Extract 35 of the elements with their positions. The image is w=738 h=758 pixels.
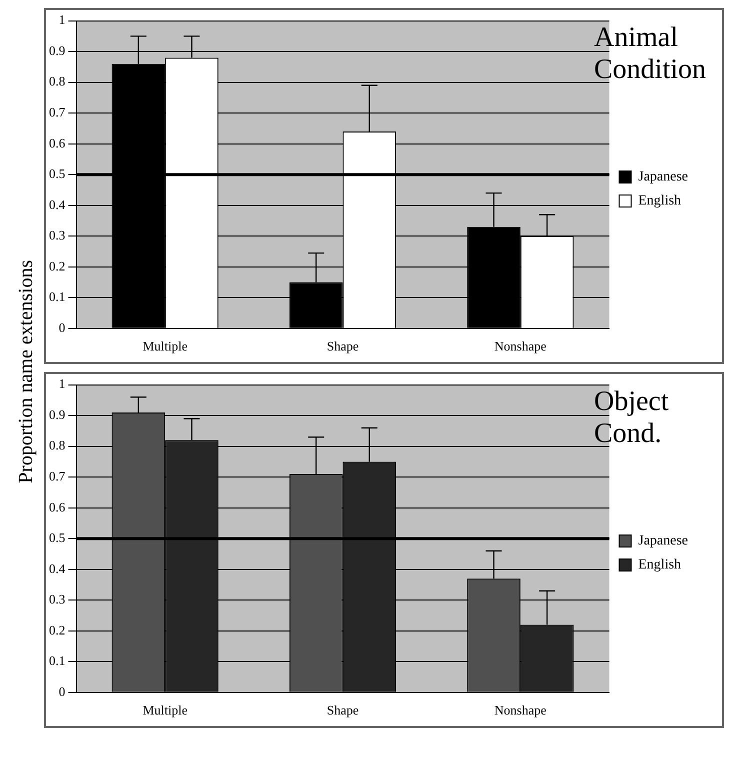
y-tick-label: 0 — [58, 320, 66, 335]
y-tick-label: 0.8 — [49, 438, 66, 453]
y-tick-label: 0.1 — [49, 289, 66, 304]
y-tick-label: 0.6 — [49, 499, 66, 514]
y-tick-label: 0.7 — [49, 468, 66, 484]
y-tick-label: 0.5 — [49, 166, 66, 182]
y-tick-label: 0.8 — [49, 74, 66, 89]
legend-label: English — [638, 194, 682, 209]
x-tick-label: Shape — [326, 702, 359, 718]
y-tick-label: 0.4 — [49, 560, 66, 576]
y-tick-label: 0.9 — [49, 406, 66, 422]
y-tick-label: 0.3 — [49, 228, 66, 243]
y-tick-label: 0.2 — [49, 258, 66, 274]
legend-label: Japanese — [638, 534, 688, 549]
x-tick-label: Multiple — [142, 702, 188, 718]
x-tick-label: Nonshape — [494, 338, 547, 354]
y-axis-title: Proportion name extensions — [14, 260, 38, 484]
x-tick-label: Nonshape — [494, 702, 547, 718]
x-tick-label: Multiple — [142, 338, 188, 354]
y-tick-label: 0.7 — [49, 104, 66, 120]
text: Object Cond. — [594, 386, 670, 450]
y-tick-label: 0.9 — [49, 42, 66, 58]
y-tick-label: 0.6 — [49, 135, 66, 150]
y-tick-label: 0.5 — [49, 530, 66, 546]
text: Animal Condition — [594, 22, 708, 86]
y-tick-label: 1 — [58, 12, 66, 28]
legend-label: English — [638, 558, 682, 573]
y-tick-label: 0.2 — [49, 622, 66, 638]
y-tick-label: 0.1 — [49, 653, 66, 668]
y-tick-label: 0 — [58, 684, 66, 699]
y-tick-label: 0.4 — [49, 196, 66, 212]
y-tick-label: 0.3 — [49, 592, 66, 607]
y-tick-label: 1 — [58, 376, 66, 392]
legend-label: Japanese — [638, 170, 688, 185]
x-tick-label: Shape — [326, 338, 359, 354]
